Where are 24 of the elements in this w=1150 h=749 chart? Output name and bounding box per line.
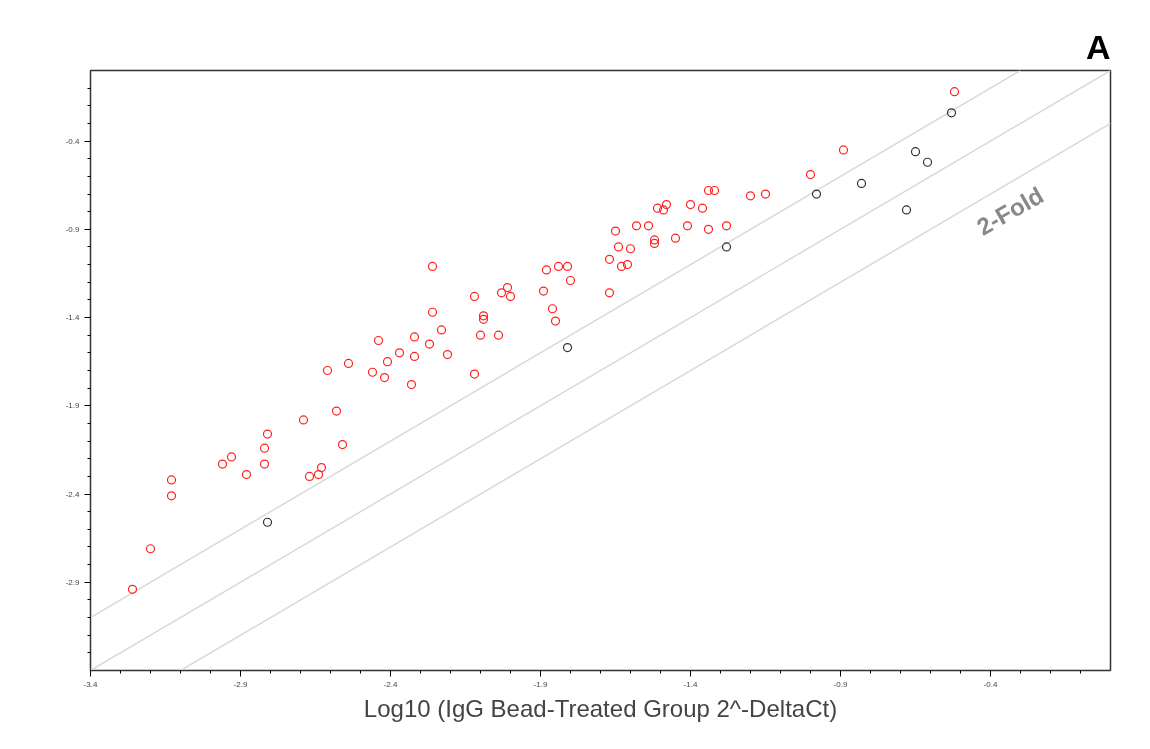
x-tick-label: -1.9 [533,679,548,689]
point [946,108,957,118]
x-tick-label: -2.9 [233,679,248,689]
point [562,342,573,353]
text: A [1085,27,1111,66]
point [922,157,933,167]
point [262,517,273,527]
x-axis-title: Log10 (IgG Bead-Treated Group 2^-DeltaCt) [363,694,838,722]
y-tick-label: -2.9 [65,577,81,587]
point [910,147,921,157]
point [856,178,867,189]
y-tick-label: -1.4 [65,313,81,323]
x-tick-label: -1.4 [683,679,698,689]
x-tick-label: -2.4 [383,679,398,689]
y-tick-label: -0.4 [65,136,81,146]
y-tick-label: -1.9 [65,401,81,411]
x-tick-label: -0.4 [983,679,998,689]
point [811,189,822,199]
y-tick-label: -0.9 [65,224,81,234]
x-tick-label: -3.4 [83,679,98,689]
y-tick-label: -2.4 [65,489,81,499]
x-tick-label: -0.9 [833,679,848,689]
point [901,205,912,215]
point [721,242,732,252]
